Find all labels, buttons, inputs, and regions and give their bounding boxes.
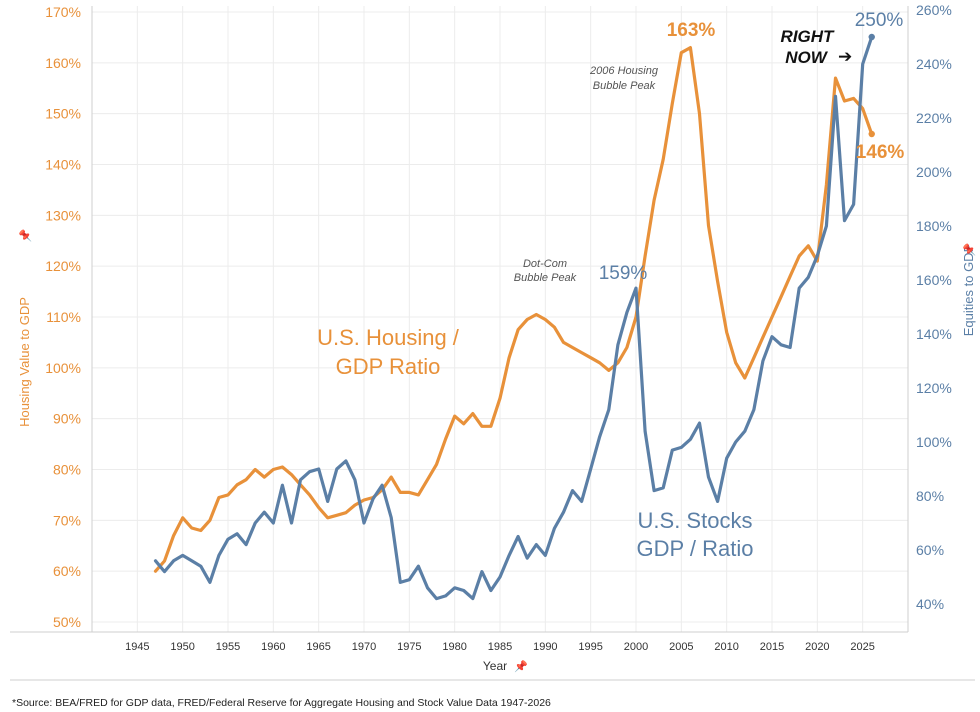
housing-series-line xyxy=(153,45,874,573)
x-axis-title: Year xyxy=(483,659,507,673)
housing-series-label-line1: U.S. Housing / xyxy=(317,325,460,350)
x-tick-label: 2025 xyxy=(850,641,874,653)
x-tick-label: 1950 xyxy=(170,641,194,653)
dotcom-annotation-line2: Bubble Peak xyxy=(514,272,577,284)
x-tick-label: 1995 xyxy=(578,641,602,653)
y-tick-label-right: 180% xyxy=(916,218,952,234)
grid xyxy=(92,6,908,632)
y-tick-label-right: 260% xyxy=(916,2,952,18)
x-tick-label: 2010 xyxy=(714,641,738,653)
x-tick-label: 1970 xyxy=(352,641,376,653)
y-axis-title-left-pin: 📌 xyxy=(18,229,32,243)
y-tick-label-left: 50% xyxy=(53,614,81,630)
y-tick-label-left: 80% xyxy=(53,462,81,478)
x-axis-title-pin: 📌 xyxy=(514,659,528,673)
y-tick-label-left: 90% xyxy=(53,411,81,427)
series-lines xyxy=(153,35,874,601)
y-tick-label-right: 120% xyxy=(916,380,952,396)
y-tick-label-right: 220% xyxy=(916,110,952,126)
x-tick-label: 2015 xyxy=(760,641,784,653)
housing-peak-value: 163% xyxy=(667,20,716,41)
y-tick-label-left: 140% xyxy=(45,157,81,173)
x-tick-label: 1945 xyxy=(125,641,149,653)
y-tick-label-left: 120% xyxy=(45,258,81,274)
x-tick-label: 1990 xyxy=(533,641,557,653)
housing-series-endpoint xyxy=(868,130,875,138)
y-tick-label-right: 160% xyxy=(916,272,952,288)
y-tick-label-right: 80% xyxy=(916,488,944,504)
right-now-arrow-icon: ➔ xyxy=(838,47,852,66)
y-tick-label-right: 240% xyxy=(916,56,952,72)
y-tick-label-right: 200% xyxy=(916,164,952,180)
stocks-series-endpoint xyxy=(868,33,875,41)
housing-current-value: 146% xyxy=(856,142,905,163)
y-tick-label-right: 140% xyxy=(916,326,952,342)
x-tick-label: 2000 xyxy=(624,641,648,653)
y-tick-label-right: 60% xyxy=(916,542,944,558)
x-tick-label: 1985 xyxy=(488,641,512,653)
x-tick-label: 1965 xyxy=(306,641,330,653)
x-tick-label: 1975 xyxy=(397,641,421,653)
y-axis-title-right: Equities to GDP xyxy=(961,244,976,337)
housing-peak-annotation-line1: 2006 Housing xyxy=(589,65,659,77)
y-tick-label-left: 100% xyxy=(45,360,81,376)
y-tick-label-left: 110% xyxy=(46,309,81,325)
dotcom-annotation-line1: Dot-Com xyxy=(523,258,567,270)
stocks-series-label-line1: U.S. Stocks xyxy=(638,508,753,533)
y-tick-label-left: 130% xyxy=(45,207,81,223)
endpoints xyxy=(868,33,875,138)
y-tick-label-left: 60% xyxy=(53,563,81,579)
y-axis-title-right-pin: 📌 xyxy=(962,243,976,257)
stocks-series-line xyxy=(153,35,874,601)
y-tick-label-right: 100% xyxy=(916,434,952,450)
housing-peak-annotation-line2: Bubble Peak xyxy=(593,80,656,92)
y-tick-label-left: 150% xyxy=(45,106,81,122)
y-axis-title-left: Housing Value to GDP xyxy=(17,297,32,427)
stocks-series-label-line2: GDP / Ratio xyxy=(637,536,754,561)
x-tick-label: 2005 xyxy=(669,641,693,653)
dotcom-peak-value: 159% xyxy=(599,263,648,284)
y-tick-label-left: 70% xyxy=(53,512,81,528)
x-tick-label: 1955 xyxy=(216,641,240,653)
y-tick-label-left: 170% xyxy=(45,4,81,20)
x-tick-label: 1980 xyxy=(442,641,466,653)
housing-series-label-line2: GDP Ratio xyxy=(336,354,441,379)
right-now-label-line2: NOW xyxy=(785,48,829,67)
x-tick-label: 2020 xyxy=(805,641,829,653)
axes: 50% 60% 70% 80% 90% 100% 110% 120% 130% 140% 150% 1… xyxy=(10,2,975,681)
right-now-label-line1: RIGHT xyxy=(781,27,836,46)
stocks-current-value: 250% xyxy=(855,10,904,31)
source-note: *Source: BEA/FRED for GDP data, FRED/Fed… xyxy=(12,697,551,709)
x-tick-label: 1960 xyxy=(261,641,285,653)
y-tick-label-left: 160% xyxy=(45,55,81,71)
y-tick-label-right: 40% xyxy=(916,596,944,612)
